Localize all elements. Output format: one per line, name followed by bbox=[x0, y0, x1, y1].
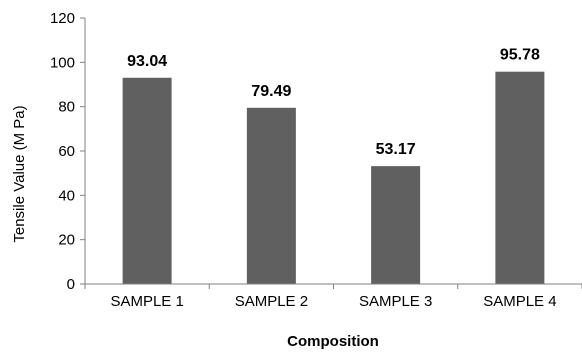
data-label-4: 95.78 bbox=[500, 47, 540, 64]
y-tick-label: 40 bbox=[58, 187, 75, 204]
x-axis-title: Composition bbox=[287, 333, 379, 350]
x-axis-ticks: SAMPLE 1 SAMPLE 2 SAMPLE 3 SAMPLE 4 bbox=[84, 284, 582, 310]
y-tick-label: 0 bbox=[67, 276, 75, 293]
bar-1 bbox=[122, 77, 172, 285]
bar-3 bbox=[371, 166, 421, 284]
x-tick-label: SAMPLE 1 bbox=[110, 293, 183, 310]
y-axis-ticks: 0 20 40 60 80 100 120 bbox=[50, 10, 85, 293]
bars bbox=[122, 71, 545, 285]
axes bbox=[84, 18, 582, 285]
data-labels: 93.04 79.49 53.17 95.78 bbox=[127, 47, 540, 158]
y-axis-title: Tensile Value (M Pa) bbox=[11, 105, 28, 242]
bar-4 bbox=[495, 71, 545, 284]
data-label-1: 93.04 bbox=[127, 53, 167, 70]
x-tick-label: SAMPLE 3 bbox=[359, 293, 432, 310]
x-tick-label: SAMPLE 2 bbox=[235, 293, 308, 310]
x-tick-label: SAMPLE 4 bbox=[483, 293, 556, 310]
data-label-3: 53.17 bbox=[376, 141, 416, 158]
y-tick-label: 100 bbox=[50, 54, 75, 71]
y-tick-label: 20 bbox=[58, 232, 75, 249]
data-label-2: 79.49 bbox=[251, 83, 291, 100]
y-tick-label: 80 bbox=[58, 99, 75, 116]
y-tick-label: 120 bbox=[50, 10, 75, 27]
bar-2 bbox=[246, 107, 296, 284]
y-tick-label: 60 bbox=[58, 143, 75, 160]
